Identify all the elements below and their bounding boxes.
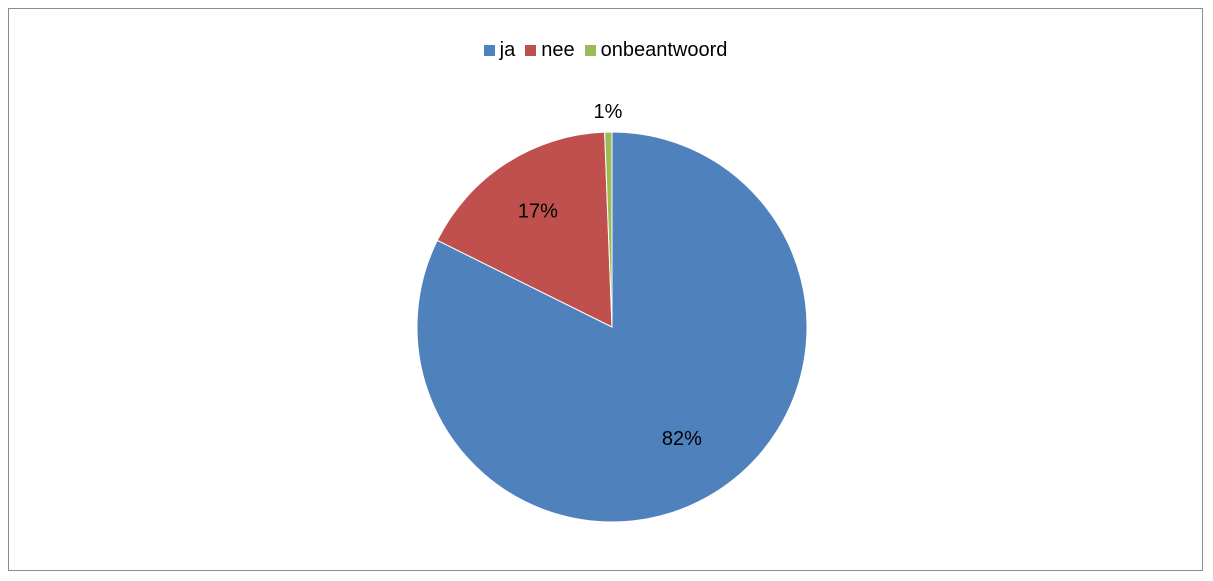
legend-item-nee: nee bbox=[525, 39, 575, 62]
legend-label-onbeantwoord: onbeantwoord bbox=[600, 39, 728, 61]
legend-label-ja: ja bbox=[499, 39, 516, 61]
data-label-onbeantwoord: 1% bbox=[593, 101, 622, 123]
chart-area: ja nee onbeantwoord 82% 17% 1% bbox=[8, 8, 1203, 571]
data-label-nee: 17% bbox=[518, 201, 558, 223]
legend: ja nee onbeantwoord bbox=[9, 39, 1202, 62]
pie-chart: 82% 17% 1% bbox=[416, 101, 808, 523]
pie-slice-onbeantwoord bbox=[604, 131, 613, 328]
data-label-ja: 82% bbox=[662, 428, 702, 450]
legend-label-nee: nee bbox=[541, 39, 575, 61]
pie-slice-nee bbox=[436, 131, 613, 328]
legend-swatch-onbeantwoord bbox=[584, 45, 596, 56]
legend-swatch-nee bbox=[525, 45, 537, 56]
legend-item-onbeantwoord: onbeantwoord bbox=[584, 39, 728, 62]
legend-item-ja: ja bbox=[483, 39, 516, 62]
legend-swatch-ja bbox=[483, 45, 495, 56]
